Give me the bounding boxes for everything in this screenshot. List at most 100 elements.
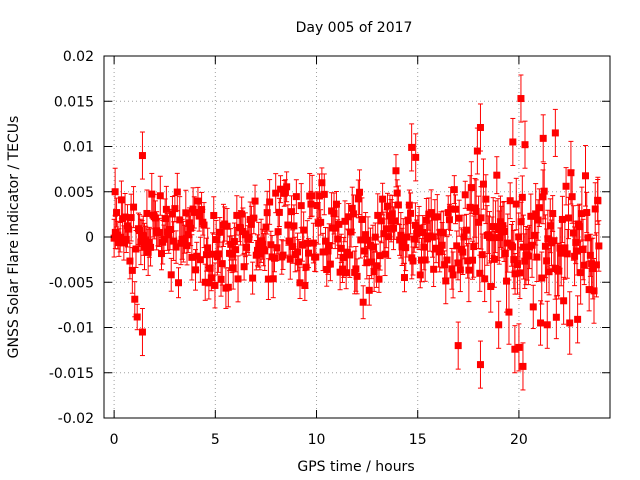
data-point: [528, 212, 536, 278]
data-point: [476, 103, 484, 152]
point-marker: [209, 250, 217, 258]
point-marker: [262, 223, 270, 231]
data-point: [517, 74, 525, 123]
point-marker: [509, 138, 517, 146]
point-marker: [130, 203, 138, 211]
point-marker: [376, 252, 384, 260]
point-marker: [363, 259, 371, 267]
point-marker: [399, 237, 407, 245]
point-marker: [353, 272, 361, 280]
x-tick-label: 0: [110, 432, 119, 448]
point-marker: [527, 212, 535, 220]
point-marker: [342, 269, 350, 277]
data-point: [172, 230, 180, 264]
point-marker: [207, 274, 215, 282]
point-marker: [579, 246, 587, 254]
point-marker: [360, 247, 368, 255]
point-marker: [586, 251, 594, 259]
data-point: [481, 255, 489, 303]
data-point: [308, 174, 316, 217]
point-marker: [161, 215, 169, 223]
point-marker: [503, 277, 511, 285]
point-marker: [172, 243, 180, 251]
point-marker: [481, 275, 489, 283]
point-marker: [196, 256, 204, 264]
point-marker: [143, 209, 151, 217]
data-point: [193, 241, 201, 271]
data-point: [527, 193, 535, 240]
point-marker: [127, 214, 135, 222]
point-marker: [447, 205, 455, 213]
point-marker: [232, 246, 240, 254]
data-point: [454, 321, 462, 370]
point-marker: [444, 209, 452, 217]
point-marker: [445, 216, 453, 224]
point-marker: [269, 275, 277, 283]
point-marker: [393, 189, 401, 197]
point-marker: [469, 256, 477, 264]
point-marker: [488, 234, 496, 242]
point-marker: [238, 210, 246, 218]
data-point: [430, 251, 438, 288]
point-marker: [347, 228, 355, 236]
data-point: [155, 217, 163, 248]
data-point: [476, 340, 484, 389]
point-marker: [567, 169, 575, 177]
data-point: [349, 194, 357, 234]
point-marker: [201, 278, 209, 286]
point-marker: [396, 236, 404, 244]
point-marker: [578, 210, 586, 218]
point-marker: [308, 192, 316, 200]
point-marker: [455, 214, 463, 222]
data-point: [543, 300, 551, 349]
point-marker: [509, 243, 517, 251]
point-marker: [403, 233, 411, 241]
data-point: [379, 182, 387, 216]
data-point: [137, 218, 145, 266]
data-point: [190, 196, 198, 229]
point-marker: [115, 239, 123, 247]
point-marker: [558, 215, 566, 223]
point-marker: [331, 224, 339, 232]
point-marker: [538, 274, 546, 282]
point-marker: [428, 233, 436, 241]
data-point: [305, 238, 313, 269]
point-marker: [319, 248, 327, 256]
point-marker: [250, 214, 258, 222]
point-marker: [517, 218, 525, 226]
point-marker: [337, 244, 345, 252]
point-marker: [535, 204, 543, 212]
point-marker: [223, 222, 231, 230]
point-marker: [156, 192, 164, 200]
x-tick-label: 15: [409, 432, 427, 448]
point-marker: [230, 237, 238, 245]
point-marker: [117, 196, 125, 204]
data-point: [116, 221, 124, 253]
y-tick-label: 0.005: [54, 185, 94, 201]
data-point: [234, 255, 242, 303]
point-marker: [236, 224, 244, 232]
point-marker: [346, 251, 354, 259]
data-point: [511, 325, 519, 374]
point-marker: [205, 279, 213, 287]
point-marker: [501, 249, 509, 257]
data-point: [173, 172, 181, 212]
point-marker: [334, 235, 342, 243]
point-marker: [370, 268, 378, 276]
point-marker: [433, 213, 441, 221]
point-marker: [595, 242, 603, 250]
point-marker: [340, 253, 348, 261]
data-point: [165, 215, 173, 254]
data-point: [452, 194, 460, 225]
data-point: [283, 171, 291, 203]
point-marker: [170, 237, 178, 245]
point-marker: [449, 271, 457, 279]
data-point: [524, 227, 532, 286]
point-marker: [574, 315, 582, 323]
point-marker: [390, 224, 398, 232]
data-point: [515, 323, 523, 372]
data-point: [249, 261, 257, 295]
point-marker: [133, 313, 141, 321]
point-marker: [298, 241, 306, 249]
